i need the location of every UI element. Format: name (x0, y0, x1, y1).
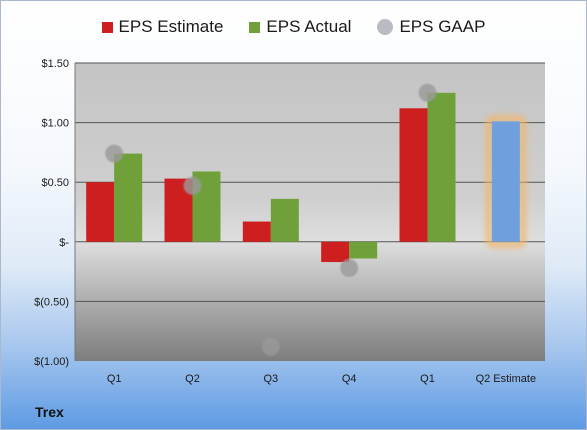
y-tick-label: $(0.50) (34, 296, 69, 308)
bar-eps-actual (427, 92, 456, 242)
legend-label-actual: EPS Actual (266, 17, 352, 36)
x-tick-label: Q2 Estimate (476, 373, 537, 385)
legend-item-gaap: EPS GAAP (377, 17, 485, 37)
x-tick-label: Q1 (107, 373, 122, 385)
x-tick-label: Q4 (342, 373, 357, 385)
bar-eps-actual (270, 198, 299, 242)
dot-eps-gaap (105, 144, 124, 163)
y-tick-label: $0.50 (41, 177, 69, 189)
legend-label-gaap: EPS GAAP (399, 17, 486, 36)
bar-eps-estimate (399, 108, 428, 242)
plot-area (75, 63, 545, 361)
bar-eps-estimate (242, 221, 271, 242)
y-tick-label: $- (59, 237, 69, 249)
legend-swatch-estimate (101, 21, 113, 33)
legend-item-actual: EPS Actual (249, 17, 351, 37)
x-tick-label: Q2 (185, 373, 200, 385)
legend-dot-gaap (377, 19, 394, 35)
bar-eps-estimate (321, 241, 350, 263)
company-name: Trex (35, 404, 64, 420)
y-tick-label: $1.50 (41, 58, 69, 70)
x-tick-label: Q3 (263, 373, 278, 385)
bar-glow-q2-estimate (485, 115, 526, 248)
y-tick-label: $(1.00) (34, 356, 69, 368)
y-tick-label: $1.00 (41, 118, 69, 130)
bar-eps-actual (349, 241, 378, 259)
dot-eps-gaap (261, 337, 280, 356)
bar-eps-actual (114, 153, 143, 242)
legend-swatch-actual (249, 21, 261, 33)
dot-eps-gaap (183, 176, 202, 195)
legend: EPS Estimate EPS Actual EPS GAAP (1, 17, 586, 37)
dot-eps-gaap (340, 259, 359, 278)
dot-eps-gaap (418, 83, 437, 102)
legend-label-estimate: EPS Estimate (118, 17, 224, 36)
x-tick-label: Q1 (420, 373, 435, 385)
legend-item-estimate: EPS Estimate (101, 17, 224, 37)
bar-eps-estimate (86, 182, 115, 242)
bar-q2-estimate (491, 121, 520, 242)
